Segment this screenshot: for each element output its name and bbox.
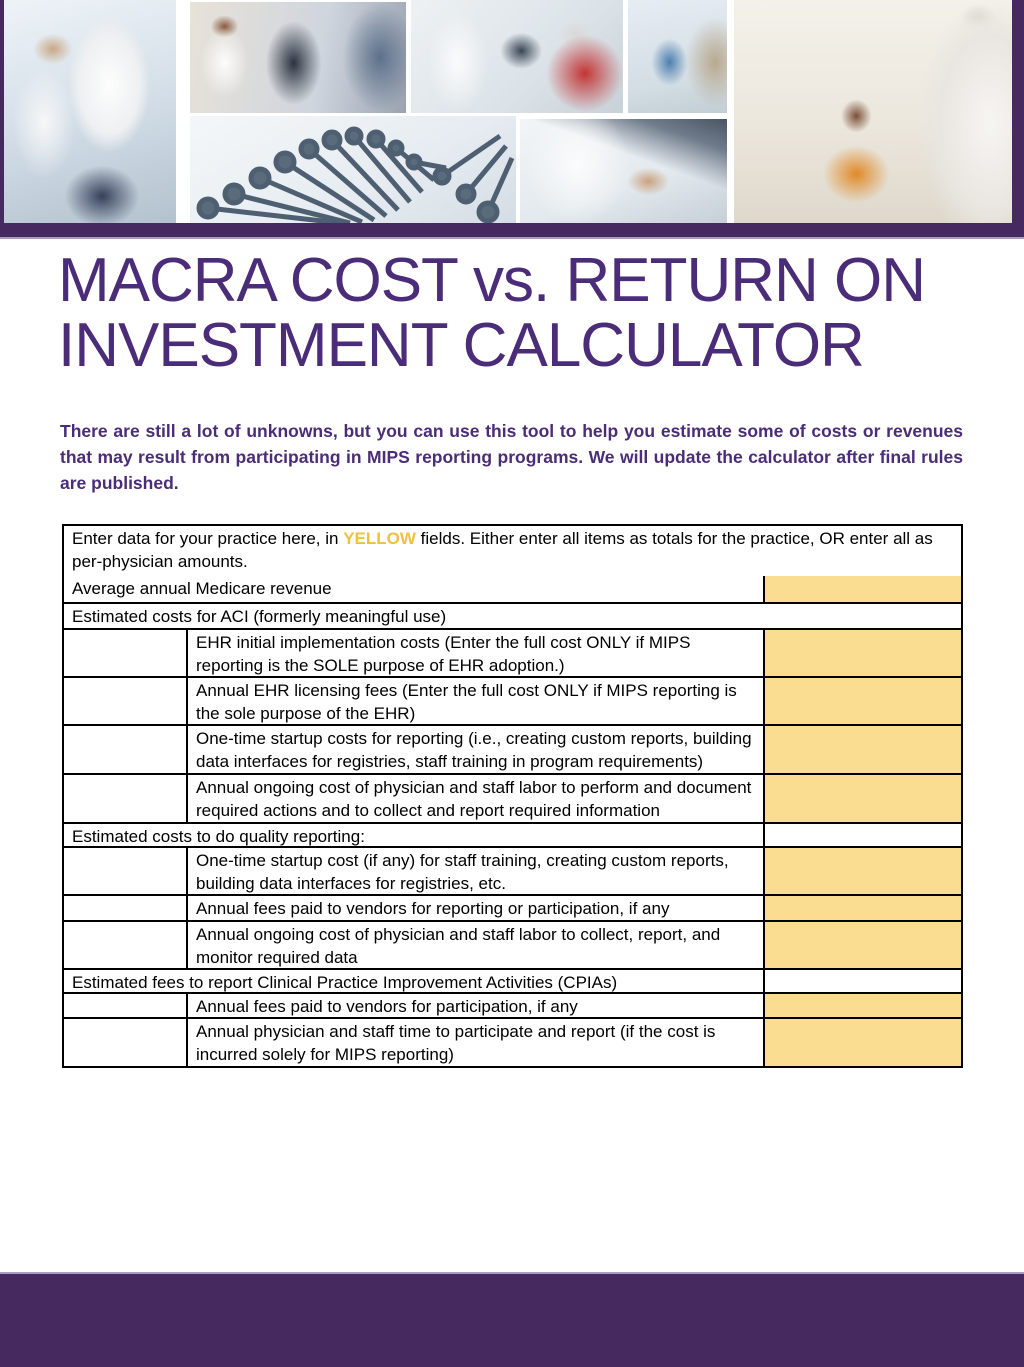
capitol-dome-photo: [628, 0, 727, 113]
instructions-pre: Enter data for your practice here, in: [72, 529, 344, 548]
table-row: Estimated costs to do quality reporting:: [64, 822, 961, 846]
calculator-table: Enter data for your practice here, in YE…: [62, 524, 963, 1068]
indent-cell: [64, 994, 188, 1017]
section-label: Estimated fees to report Clinical Practi…: [72, 973, 618, 992]
yellow-input-cell[interactable]: [763, 630, 961, 676]
table-row: Estimated fees to report Clinical Practi…: [64, 968, 961, 992]
row-label: One-time startup cost (if any) for staff…: [196, 851, 729, 893]
right-accent-strip: [1012, 0, 1024, 223]
business-meeting-photo: [190, 2, 406, 113]
instructions-post: fields. Either enter all items as totals…: [72, 529, 933, 571]
intro-paragraph: There are still a lot of unknowns, but y…: [60, 421, 963, 493]
indent-cell: [64, 1019, 188, 1066]
top-purple-band: [0, 223, 1024, 239]
row-label: Annual ongoing cost of physician and sta…: [196, 925, 721, 967]
row-label: Annual physician and staff time to parti…: [196, 1022, 716, 1064]
dna-helix-graphic: [196, 126, 515, 223]
table-instructions-text: Enter data for your practice here, in YE…: [64, 526, 961, 576]
yellow-input-cell[interactable]: [763, 848, 961, 894]
table-row: Annual ongoing cost of physician and sta…: [64, 920, 961, 968]
indent-cell: [64, 848, 188, 894]
bottom-purple-band: [0, 1272, 1024, 1367]
yellow-input-cell[interactable]: [763, 922, 961, 968]
yellow-input-cell[interactable]: [763, 726, 961, 773]
row-label: One-time startup costs for reporting (i.…: [196, 729, 752, 771]
indent-cell: [64, 896, 188, 920]
page-title-line1: MACRA COST vs. RETURN ON: [58, 246, 926, 315]
indent-cell: [64, 922, 188, 968]
section-label: Estimated costs for ACI (formerly meanin…: [72, 607, 447, 626]
row-label: Annual fees paid to vendors for reportin…: [196, 899, 670, 918]
table-instructions-row: Enter data for your practice here, in YE…: [64, 526, 961, 576]
table-row: Annual fees paid to vendors for particip…: [64, 992, 961, 1017]
instructions-yellow-word: YELLOW: [343, 529, 416, 548]
table-row: One-time startup costs for reporting (i.…: [64, 724, 961, 773]
section-label: Average annual Medicare revenue: [72, 579, 332, 598]
table-row: Annual physician and staff time to parti…: [64, 1017, 961, 1066]
yellow-input-cell[interactable]: [763, 678, 961, 724]
yellow-input-cell[interactable]: [763, 896, 961, 920]
yellow-input-cell[interactable]: [763, 1019, 961, 1066]
doctor-elderly-patient-computer-photo: [411, 0, 623, 113]
section-label: Estimated costs to do quality reporting:: [72, 827, 365, 846]
table-row: Annual fees paid to vendors for reportin…: [64, 894, 961, 920]
table-row: Annual ongoing cost of physician and sta…: [64, 773, 961, 822]
table-row: Estimated costs for ACI (formerly meanin…: [64, 602, 961, 628]
yellow-input-cell[interactable]: [763, 994, 961, 1017]
value-cell: [763, 824, 961, 846]
indent-cell: [64, 630, 188, 676]
row-label: Annual ongoing cost of physician and sta…: [196, 778, 752, 820]
left-accent-strip: [0, 0, 4, 223]
smiling-boy-with-caregiver-photo: [734, 0, 1012, 223]
row-label: Annual EHR licensing fees (Enter the ful…: [196, 681, 737, 723]
table-row: One-time startup cost (if any) for staff…: [64, 846, 961, 894]
yellow-input-cell[interactable]: [763, 576, 961, 602]
row-label: EHR initial implementation costs (Enter …: [196, 633, 691, 675]
indent-cell: [64, 726, 188, 773]
yellow-input-cell[interactable]: [763, 775, 961, 822]
value-cell: [763, 970, 961, 992]
header-photo-collage: [0, 0, 1024, 223]
table-row: EHR initial implementation costs (Enter …: [64, 628, 961, 676]
indent-cell: [64, 678, 188, 724]
page-title-line2: INVESTMENT CALCULATOR: [58, 311, 865, 380]
doctors-consult-photo: [0, 0, 176, 223]
table-row: Average annual Medicare revenue: [64, 576, 961, 602]
indent-cell: [64, 775, 188, 822]
page-title: MACRA COST vs. RETURN ON INVESTMENT CALC…: [58, 248, 978, 378]
row-label: Annual fees paid to vendors for particip…: [196, 997, 578, 1016]
dna-helix-photo: [190, 116, 516, 223]
typing-on-laptop-photo: [520, 119, 727, 223]
table-row: Annual EHR licensing fees (Enter the ful…: [64, 676, 961, 724]
